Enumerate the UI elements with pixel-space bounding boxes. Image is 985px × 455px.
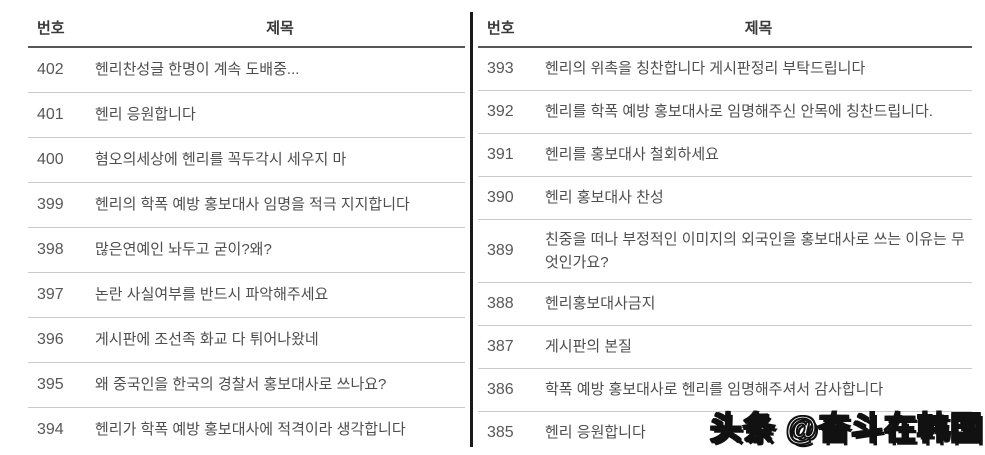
column-header-title: 제목 (744, 19, 773, 37)
table-header-row: 번호 제목 (28, 8, 465, 48)
table-row[interactable]: 396 게시판에 조선족 화교 다 튀어나왔네 (28, 318, 465, 363)
post-title-link[interactable]: 친중을 떠나 부정적인 이미지의 외국인을 홍보대사로 쓰는 이유는 무엇인가요… (545, 230, 965, 271)
table-row[interactable]: 385 헨리 응원합니다 (478, 412, 972, 454)
table-row[interactable]: 392 헨리를 학폭 예방 홍보대사로 임명해주신 안목에 칭찬드립니다. (478, 91, 972, 134)
post-title-link[interactable]: 게시판의 본질 (545, 338, 632, 356)
table-row[interactable]: 397 논란 사실여부를 반드시 파악해주세요 (28, 273, 465, 318)
table-row[interactable]: 400 혐오의세상에 헨리를 꼭두각시 세우지 마 (28, 138, 465, 183)
table-row[interactable]: 388 헨리홍보대사금지 (478, 283, 972, 326)
column-header-title: 제목 (266, 19, 294, 37)
post-number: 385 (487, 424, 514, 441)
post-number: 402 (37, 61, 64, 78)
table-row[interactable]: 393 헨리의 위촉을 칭찬합니다 게시판정리 부탁드립니다 (478, 48, 972, 91)
table-row[interactable]: 395 왜 중국인을 한국의 경찰서 홍보대사로 쓰나요? (28, 363, 465, 408)
post-number: 400 (37, 151, 64, 168)
post-number: 387 (487, 338, 514, 355)
post-title-link[interactable]: 헨리 응원합니다 (95, 106, 196, 124)
column-header-number: 번호 (37, 19, 65, 37)
post-title-link[interactable]: 왜 중국인을 한국의 경찰서 홍보대사로 쓰나요? (95, 376, 387, 394)
watermark: 头条 @奋斗在韩国 (709, 409, 983, 447)
post-number: 401 (37, 106, 64, 123)
post-title-link[interactable]: 혐오의세상에 헨리를 꼭두각시 세우지 마 (95, 151, 347, 169)
table-row[interactable]: 389 친중을 떠나 부정적인 이미지의 외국인을 홍보대사로 쓰는 이유는 무엇… (478, 220, 972, 283)
post-title-link[interactable]: 헨리 응원합니다 (545, 424, 646, 442)
post-title-link[interactable]: 게시판에 조선족 화교 다 튀어나왔네 (95, 331, 319, 349)
post-title-link[interactable]: 헨리찬성글 한명이 계속 도배중... (95, 61, 300, 79)
post-number: 388 (487, 295, 514, 312)
table-row[interactable]: 391 헨리를 홍보대사 철회하세요 (478, 134, 972, 177)
post-number: 392 (487, 103, 514, 120)
post-number: 393 (487, 60, 514, 77)
table-row[interactable]: 386 학폭 예방 홍보대사로 헨리를 임명해주셔서 감사합니다 (478, 369, 972, 412)
column-header-number: 번호 (487, 19, 515, 37)
board-table-right: 번호 제목 393 헨리의 위촉을 칭찬합니다 게시판정리 부탁드립니다 392 헨리… (478, 8, 972, 454)
post-number: 390 (487, 189, 514, 206)
post-title-link[interactable]: 헨리의 학폭 예방 홍보대사 임명을 적극 지지합니다 (95, 196, 410, 214)
post-number: 386 (487, 381, 514, 398)
table-body: 402 헨리찬성글 한명이 계속 도배중... 401 헨리 응원합니다 400 혐오의세… (28, 48, 465, 452)
table-divider (470, 12, 473, 447)
post-title-link[interactable]: 헨리가 학폭 예방 홍보대사에 적격이라 생각합니다 (95, 421, 406, 439)
table-row[interactable]: 401 헨리 응원합니다 (28, 93, 465, 138)
post-title-link[interactable]: 논란 사실여부를 반드시 파악해주세요 (95, 286, 329, 304)
post-title-link[interactable]: 헨리를 학폭 예방 홍보대사로 임명해주신 안목에 칭찬드립니다. (545, 103, 933, 121)
table-row[interactable]: 402 헨리찬성글 한명이 계속 도배중... (28, 48, 465, 93)
post-number: 398 (37, 241, 64, 258)
post-number: 394 (37, 421, 64, 438)
table-row[interactable]: 398 많은연예인 놔두고 굳이?왜? (28, 228, 465, 273)
post-number: 397 (37, 286, 64, 303)
post-number: 391 (487, 146, 514, 163)
post-title-link[interactable]: 많은연예인 놔두고 굳이?왜? (95, 241, 272, 259)
post-number: 389 (487, 242, 514, 259)
table-body: 393 헨리의 위촉을 칭찬합니다 게시판정리 부탁드립니다 392 헨리를 학폭 예… (478, 48, 972, 454)
board-table-left: 번호 제목 402 헨리찬성글 한명이 계속 도배중... 401 헨리 응원합니다 4… (28, 8, 465, 452)
post-number: 399 (37, 196, 64, 213)
post-title-link[interactable]: 헨리의 위촉을 칭찬합니다 게시판정리 부탁드립니다 (545, 60, 866, 78)
table-header-row: 번호 제목 (478, 8, 972, 48)
table-row[interactable]: 387 게시판의 본질 (478, 326, 972, 369)
post-title-link[interactable]: 헨리홍보대사금지 (545, 295, 656, 313)
table-row[interactable]: 399 헨리의 학폭 예방 홍보대사 임명을 적극 지지합니다 (28, 183, 465, 228)
table-row[interactable]: 394 헨리가 학폭 예방 홍보대사에 적격이라 생각합니다 (28, 408, 465, 452)
post-title-link[interactable]: 학폭 예방 홍보대사로 헨리를 임명해주셔서 감사합니다 (545, 381, 884, 399)
post-title-link[interactable]: 헨리를 홍보대사 철회하세요 (545, 146, 719, 164)
post-number: 395 (37, 376, 64, 393)
table-row[interactable]: 390 헨리 홍보대사 찬성 (478, 177, 972, 220)
post-number: 396 (37, 331, 64, 348)
post-title-link[interactable]: 헨리 홍보대사 찬성 (545, 189, 664, 207)
